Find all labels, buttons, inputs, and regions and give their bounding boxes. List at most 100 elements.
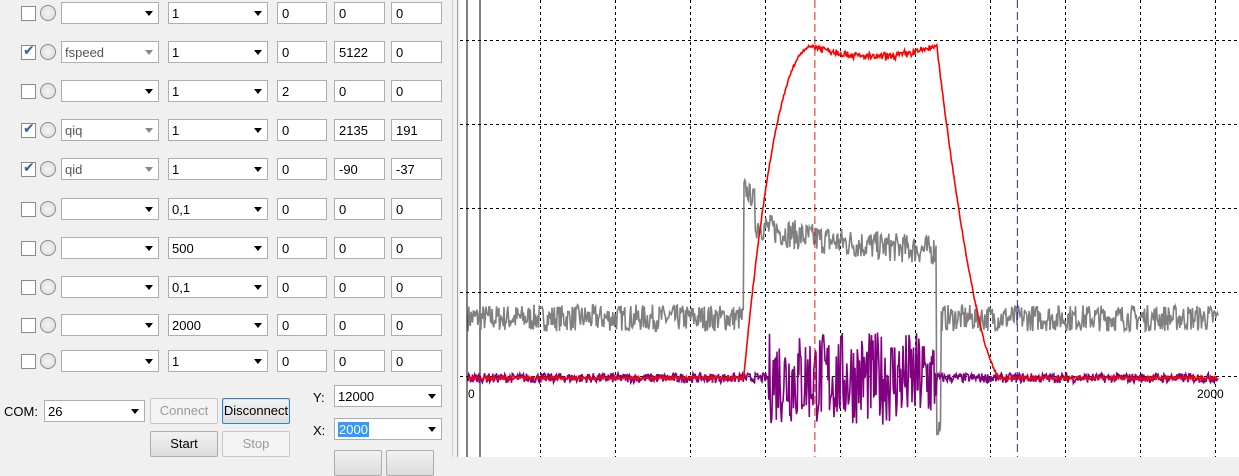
offset-field[interactable]: 0	[277, 198, 327, 220]
extra-field[interactable]: 0	[391, 80, 442, 102]
x-scale-select[interactable]: 2000	[334, 418, 442, 440]
channel-select-radio[interactable]	[40, 201, 56, 217]
scope-plot[interactable]: 0 2000	[460, 0, 1239, 457]
channel-select-radio[interactable]	[40, 240, 56, 256]
variable-select[interactable]	[61, 237, 159, 259]
value-field[interactable]: 2135	[334, 119, 385, 141]
offset-field[interactable]: 0	[277, 41, 327, 63]
channel-select-radio[interactable]	[40, 353, 56, 369]
chevron-down-icon	[428, 427, 436, 432]
variable-select[interactable]	[61, 276, 159, 298]
scale-value: 1	[172, 45, 180, 60]
panel-splitter[interactable]	[452, 0, 458, 457]
extra-field[interactable]: 0	[391, 198, 442, 220]
extra-field[interactable]: 0	[391, 2, 442, 24]
chevron-down-icon	[254, 207, 262, 212]
scale-select[interactable]: 500	[168, 237, 268, 259]
channel-select-radio[interactable]	[40, 5, 56, 21]
channel-enable-checkbox[interactable]	[21, 6, 36, 21]
scale-select[interactable]: 1	[168, 41, 268, 63]
offset-value: 0	[282, 162, 290, 177]
extra-field[interactable]: 191	[391, 119, 442, 141]
variable-select[interactable]	[61, 80, 159, 102]
variable-select[interactable]: qiq	[61, 119, 159, 141]
channel-enable-checkbox[interactable]: ✔	[21, 121, 36, 138]
offset-field[interactable]: 0	[277, 350, 327, 372]
value-field[interactable]: 0	[334, 198, 385, 220]
extra-value: 0	[396, 354, 404, 369]
value-value: -90	[339, 162, 358, 177]
offset-field[interactable]: 0	[277, 314, 327, 336]
offset-field[interactable]: 0	[277, 2, 327, 24]
offset-field[interactable]: 2	[277, 80, 327, 102]
start-button[interactable]: Start	[150, 431, 218, 457]
stop-button[interactable]: Stop	[222, 431, 290, 457]
value-value: 0	[339, 280, 347, 295]
channel-select-radio[interactable]	[40, 279, 56, 295]
extra-button-1[interactable]	[334, 450, 382, 476]
scale-select[interactable]: 0,1	[168, 198, 268, 220]
com-port-select[interactable]: 26	[44, 400, 145, 422]
channel-enable-checkbox[interactable]	[21, 84, 36, 99]
channel-enable-checkbox[interactable]	[21, 202, 36, 217]
offset-field[interactable]: 0	[277, 276, 327, 298]
channel-row: 1 2 0 0	[0, 80, 452, 106]
chevron-down-icon	[254, 11, 262, 16]
extra-field[interactable]: 0	[391, 41, 442, 63]
value-field[interactable]: 0	[334, 80, 385, 102]
offset-value: 0	[282, 280, 290, 295]
channel-enable-checkbox[interactable]	[21, 241, 36, 256]
offset-field[interactable]: 0	[277, 119, 327, 141]
variable-value: fspeed	[65, 45, 105, 60]
channel-enable-checkbox[interactable]	[21, 280, 36, 295]
channel-select-radio[interactable]	[40, 161, 56, 177]
value-field[interactable]: 0	[334, 2, 385, 24]
extra-field[interactable]: 0	[391, 276, 442, 298]
channel-enable-checkbox[interactable]: ✔	[21, 43, 36, 60]
scale-select[interactable]: 2000	[168, 314, 268, 336]
variable-select[interactable]: fspeed	[61, 41, 159, 63]
scale-select[interactable]: 1	[168, 350, 268, 372]
extra-field[interactable]: 0	[391, 314, 442, 336]
offset-value: 0	[282, 354, 290, 369]
chevron-down-icon	[254, 167, 262, 172]
channel-select-radio[interactable]	[40, 317, 56, 333]
scale-select[interactable]: 1	[168, 2, 268, 24]
channel-select-radio[interactable]	[40, 122, 56, 138]
channel-select-radio[interactable]	[40, 44, 56, 60]
disconnect-button[interactable]: Disconnect	[222, 398, 290, 424]
value-field[interactable]: 0	[334, 276, 385, 298]
scale-value: 0,1	[172, 280, 191, 295]
channel-select-radio[interactable]	[40, 83, 56, 99]
variable-select[interactable]	[61, 350, 159, 372]
extra-field[interactable]: 0	[391, 237, 442, 259]
value-field[interactable]: 0	[334, 314, 385, 336]
connect-button[interactable]: Connect	[150, 398, 218, 424]
channel-enable-checkbox[interactable]	[21, 354, 36, 369]
value-field[interactable]: -90	[334, 158, 385, 180]
offset-field[interactable]: 0	[277, 237, 327, 259]
extra-field[interactable]: -37	[391, 158, 442, 180]
scale-select[interactable]: 1	[168, 158, 268, 180]
com-label: COM:	[4, 404, 38, 419]
y-scale-select[interactable]: 12000	[334, 385, 442, 407]
extra-button-2[interactable]	[386, 450, 434, 476]
scale-select[interactable]: 0,1	[168, 276, 268, 298]
offset-value: 0	[282, 123, 290, 138]
value-field[interactable]: 0	[334, 237, 385, 259]
value-field[interactable]: 0	[334, 350, 385, 372]
chevron-down-icon	[254, 50, 262, 55]
extra-field[interactable]: 0	[391, 350, 442, 372]
scale-select[interactable]: 1	[168, 119, 268, 141]
scale-select[interactable]: 1	[168, 80, 268, 102]
offset-value: 0	[282, 202, 290, 217]
value-field[interactable]: 5122	[334, 41, 385, 63]
channel-enable-checkbox[interactable]: ✔	[21, 160, 36, 177]
variable-select[interactable]	[61, 2, 159, 24]
variable-select[interactable]	[61, 314, 159, 336]
offset-field[interactable]: 0	[277, 158, 327, 180]
variable-select[interactable]: qid	[61, 158, 159, 180]
variable-select[interactable]	[61, 198, 159, 220]
chevron-down-icon	[428, 394, 436, 399]
channel-enable-checkbox[interactable]	[21, 318, 36, 333]
